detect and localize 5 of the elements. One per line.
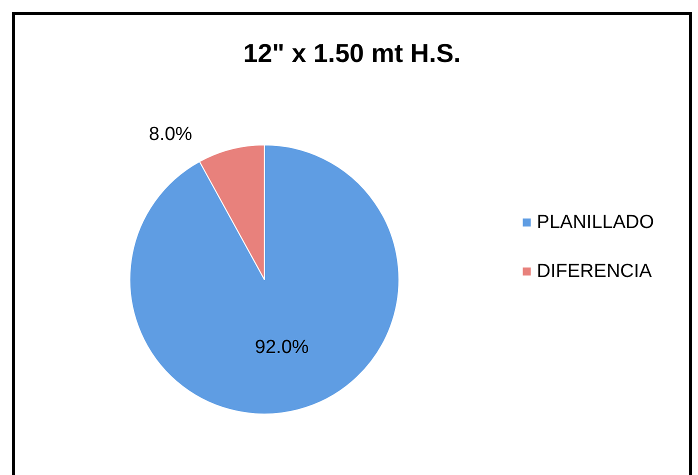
chart-title: 12" x 1.50 mt H.S. <box>243 38 461 68</box>
data-label: 92.0% <box>254 337 309 358</box>
legend-label: PLANILLADO <box>536 212 654 233</box>
data-label: 8.0% <box>148 124 192 146</box>
legend-label: DIFERENCIA <box>536 261 652 282</box>
